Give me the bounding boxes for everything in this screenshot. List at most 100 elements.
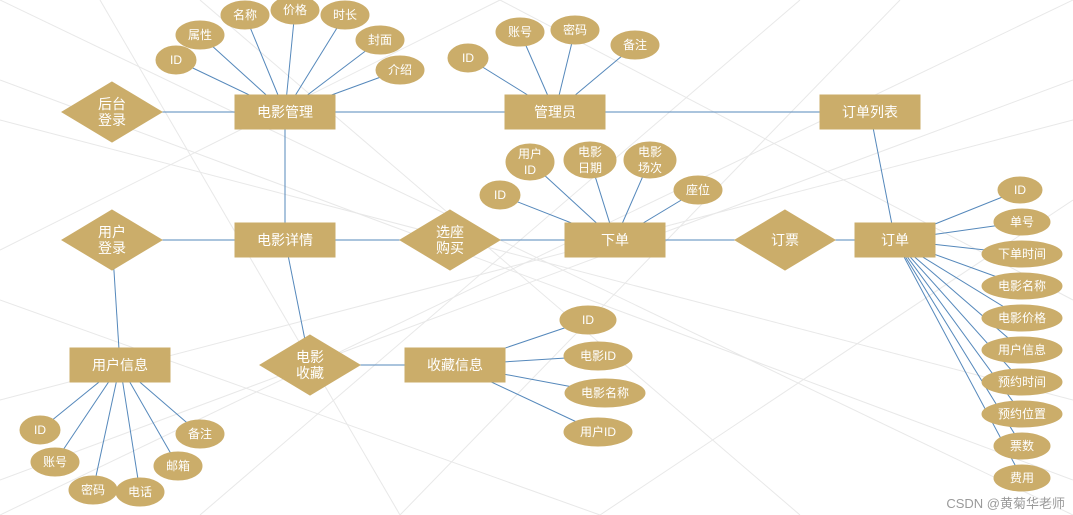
node-od_bpos: 预约位置 [982,401,1062,427]
node-po_uid: 用户ID [506,144,554,180]
node-od_fee: 费用 [994,465,1050,491]
node-label: ID [34,423,46,437]
node-od_mname: 电影名称 [982,273,1062,299]
node-order_list: 订单列表 [820,95,920,129]
node-ui_id: ID [20,416,60,444]
node-label: 场次 [638,161,662,175]
node-ui_tel: 电话 [116,478,164,506]
node-ad_acc: 账号 [496,18,544,46]
node-fi_uid: 用户ID [564,418,632,446]
node-movie_fav: 电影收藏 [260,335,360,395]
node-po_msession: 电影场次 [624,142,676,178]
node-label: 用户 [98,224,126,240]
node-label: 介绍 [388,63,412,77]
watermark: CSDN @黄菊华老师 [946,496,1065,511]
node-mm_id: ID [156,46,196,74]
node-od_btime: 预约时间 [982,369,1062,395]
node-fi_mid: 电影ID [564,342,632,370]
node-label: 电影ID [580,349,616,363]
node-label: 电影名称 [998,278,1046,293]
node-label: 名称 [233,7,257,22]
node-label: 价格 [283,2,307,17]
node-user_info: 用户信息 [70,348,170,382]
node-label: 下单时间 [998,247,1046,261]
node-label: ID [494,188,506,202]
node-label: 单号 [1010,215,1034,229]
node-label: 费用 [1010,471,1034,485]
node-po_id: ID [480,181,520,209]
node-od_mprice: 电影价格 [982,305,1062,331]
node-label: 收藏 [296,365,324,381]
node-label: 管理员 [534,104,576,120]
node-label: 用户信息 [998,342,1046,357]
node-label: 密码 [81,482,105,497]
node-label: 电话 [128,485,152,499]
node-od_id: ID [998,177,1042,203]
node-ad_pwd: 密码 [551,16,599,44]
node-label: 预约位置 [998,406,1046,421]
node-label: 封面 [368,33,392,47]
node-po_mdate: 电影日期 [564,142,616,178]
node-label: 用户信息 [92,357,148,373]
node-label: 时长 [333,8,357,22]
node-fi_mname: 电影名称 [565,379,645,407]
node-label: 订票 [771,232,799,248]
node-place_order: 下单 [565,223,665,257]
node-label: 用户ID [580,424,616,439]
node-ad_id: ID [448,44,488,72]
node-mm_intro: 介绍 [376,56,424,84]
node-mm_name: 名称 [221,1,269,29]
node-label: 选座 [436,224,464,240]
node-label: 日期 [578,161,602,175]
node-label: 电影 [638,145,662,159]
node-label: 座位 [686,182,710,197]
node-label: 备注 [623,37,647,52]
node-label: 账号 [508,25,532,39]
node-label: 收藏信息 [427,357,483,373]
node-label: 用户 [518,146,542,161]
node-label: 电影 [296,349,324,365]
node-label: ID [170,53,182,67]
node-movie_mgmt: 电影管理 [235,95,335,129]
node-label: 邮箱 [166,458,190,473]
node-label: ID [462,51,474,65]
node-label: 预约时间 [998,374,1046,389]
node-label: 电影管理 [257,104,313,120]
node-label: 备注 [188,426,212,441]
node-booking: 订票 [735,210,835,270]
node-label: 订单 [881,232,909,248]
node-fav_info: 收藏信息 [405,348,505,382]
node-label: 下单 [601,232,629,248]
node-ui_pwd: 密码 [69,476,117,504]
er-diagram: 电影管理管理员订单列表电影详情下单订单用户信息收藏信息后台登录用户登录选座购买订… [0,0,1073,515]
node-label: 订单列表 [842,104,898,120]
node-mm_attr: 属性 [176,21,224,49]
node-label: 票数 [1010,438,1034,453]
node-label: 电影 [578,145,602,159]
node-label: ID [582,313,594,327]
node-od_uinfo: 用户信息 [982,337,1062,363]
node-label: 登录 [98,112,126,128]
node-label: 密码 [563,22,587,37]
node-ad_remark: 备注 [611,31,659,59]
node-od_no: 单号 [994,209,1050,235]
node-label: 属性 [188,28,212,42]
node-mm_duration: 时长 [321,1,369,29]
node-order: 订单 [855,223,935,257]
node-label: 电影价格 [998,310,1046,325]
node-od_tickets: 票数 [994,433,1050,459]
node-od_time: 下单时间 [982,241,1062,267]
node-label: 购买 [436,240,464,256]
node-po_seat: 座位 [674,176,722,204]
node-label: 账号 [43,455,67,469]
node-ui_email: 邮箱 [154,452,202,480]
node-ui_acc: 账号 [31,448,79,476]
node-mm_cover: 封面 [356,26,404,54]
node-label: 登录 [98,240,126,256]
node-label: 后台 [98,96,126,112]
node-label: 电影名称 [581,385,629,400]
node-label: ID [1014,183,1026,197]
node-mm_price: 价格 [271,0,319,24]
node-fi_id: ID [560,306,616,334]
node-ui_remark: 备注 [176,420,224,448]
